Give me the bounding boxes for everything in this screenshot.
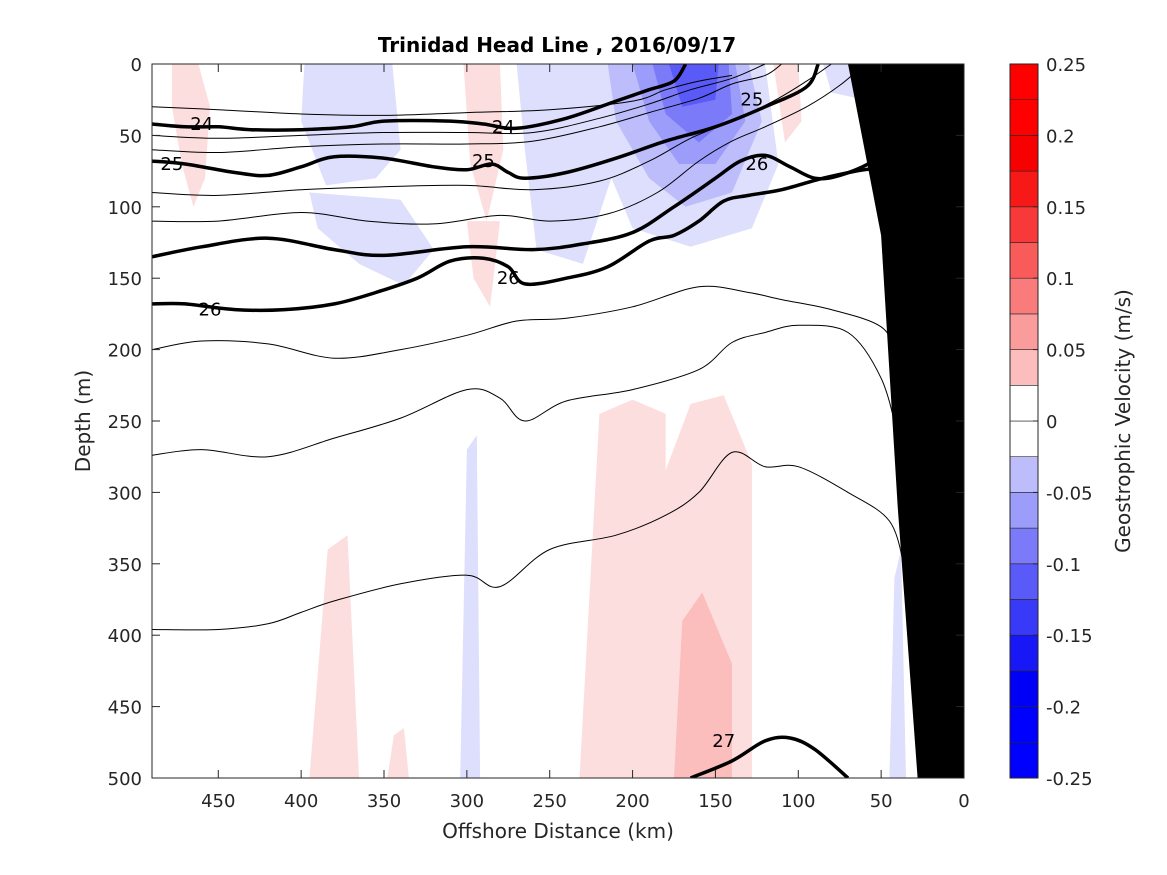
x-tick-label: 250 [533, 791, 567, 812]
colorbar-segment [1009, 634, 1039, 672]
colorbar-tick-label: -0.25 [1046, 769, 1093, 790]
y-tick-label: 250 [108, 412, 142, 433]
x-tick-label: 0 [958, 791, 969, 812]
velocity-patch [773, 64, 802, 143]
colorbar-segment [1009, 420, 1039, 458]
colorbar-tick-label: 0.15 [1046, 198, 1086, 219]
density-contour-bold [152, 64, 688, 132]
y-tick-label: 300 [108, 483, 142, 504]
y-tick-label: 100 [108, 198, 142, 219]
velocity-patch [460, 435, 481, 778]
y-tick-label: 150 [108, 269, 142, 290]
x-axis-label: Offshore Distance (km) [442, 819, 674, 843]
colorbar-segment [1009, 277, 1039, 315]
colorbar-segment [1009, 349, 1039, 386]
contour-labels: 24 24 25 25 25 26 26 26 27 [160, 90, 768, 752]
velocity-patch [463, 64, 504, 222]
density-contour [152, 64, 766, 139]
velocity-patch [466, 221, 500, 307]
y-tick-label: 50 [119, 126, 142, 147]
y-tick-label: 500 [108, 769, 142, 790]
contour-label: 24 [492, 117, 515, 138]
colorbar-tick-label: -0.2 [1046, 698, 1081, 719]
bathymetry [848, 64, 964, 778]
colorbar-segment [1009, 563, 1039, 600]
contour-label: 25 [472, 151, 495, 172]
colorbar-tick-label: 0.1 [1046, 269, 1075, 290]
density-contour [152, 64, 832, 196]
x-tick-label: 400 [284, 791, 318, 812]
colorbar-segment [1009, 170, 1039, 208]
colorbar-tick-label: 0 [1046, 412, 1057, 433]
density-contour [152, 64, 783, 154]
y-tick-label: 0 [131, 55, 142, 76]
colorbar-segment [1009, 706, 1039, 743]
density-contour [152, 451, 905, 631]
x-tick-label: 50 [870, 791, 893, 812]
colorbar-segment [1009, 384, 1039, 422]
y-axis: 0 50 100 150 200 250 300 350 400 450 500 [108, 55, 964, 790]
velocity-patch [309, 192, 434, 286]
velocity-patch [309, 535, 360, 778]
velocity-patch [301, 64, 401, 186]
contour-label: 25 [740, 90, 763, 111]
contour-label: 26 [745, 154, 768, 175]
y-tick-label: 400 [108, 626, 142, 647]
colorbar-label: Geostrophic Velocity (m/s) [1111, 289, 1135, 553]
density-contours [152, 64, 923, 778]
colorbar-tick-label: -0.1 [1046, 555, 1081, 576]
bathymetry-layer [848, 64, 964, 778]
colorbar-segment [1009, 741, 1039, 779]
density-contour-bold [689, 735, 850, 778]
colorbar-segment [1009, 242, 1039, 279]
y-tick-label: 200 [108, 341, 142, 362]
y-tick-label: 450 [108, 698, 142, 719]
colorbar-segment [1009, 99, 1039, 136]
colorbar-segment [1009, 527, 1039, 565]
density-contour-bold [152, 64, 820, 180]
x-tick-label: 100 [781, 791, 815, 812]
colorbar-segment [1009, 206, 1039, 243]
colorbar-segment [1009, 135, 1039, 172]
density-contour-bold [152, 162, 923, 313]
colorbar-tick-label: -0.05 [1046, 483, 1093, 504]
colorbar-tick-label: 0.05 [1046, 341, 1086, 362]
colorbar-segment [1009, 456, 1039, 493]
colorbar-segment [1009, 313, 1039, 350]
y-axis-label: Depth (m) [71, 370, 95, 472]
density-contour [152, 324, 899, 458]
velocity-patch [387, 728, 409, 778]
x-tick-label: 300 [450, 791, 484, 812]
contour-label: 26 [199, 300, 222, 321]
velocity-patch [171, 64, 210, 207]
colorbar-segment [1009, 599, 1039, 636]
contour-label: 25 [160, 154, 183, 175]
contour-label: 27 [712, 731, 735, 752]
x-tick-label: 150 [698, 791, 732, 812]
density-contour [152, 285, 899, 359]
x-tick-label: 200 [615, 791, 649, 812]
y-tick-label: 350 [108, 555, 142, 576]
colorbar-tick-label: 0.2 [1046, 126, 1075, 147]
velocity-patch [674, 592, 732, 778]
colorbar-segment [1009, 63, 1039, 101]
x-tick-label: 350 [367, 791, 401, 812]
colorbar-segment [1009, 492, 1039, 529]
colorbar-tick-label: 0.25 [1046, 55, 1086, 76]
density-contour [152, 64, 865, 225]
colorbar: 0.25 0.2 0.15 0.1 0.05 0 -0.05 -0.1 -0.15 -0.2 -0.… [1009, 55, 1093, 790]
chart-title: Trinidad Head Line , 2016/09/17 [378, 33, 736, 57]
velocity-patch [889, 549, 906, 778]
contour-label: 26 [497, 268, 520, 289]
x-tick-label: 450 [201, 791, 235, 812]
density-contour [152, 74, 733, 116]
velocity-patch [516, 64, 616, 264]
colorbar-tick-label: -0.15 [1046, 626, 1093, 647]
x-axis: 450 400 350 300 250 200 150 100 50 0 [201, 64, 970, 812]
colorbar-segment [1009, 670, 1039, 707]
contour-label: 24 [190, 114, 213, 135]
